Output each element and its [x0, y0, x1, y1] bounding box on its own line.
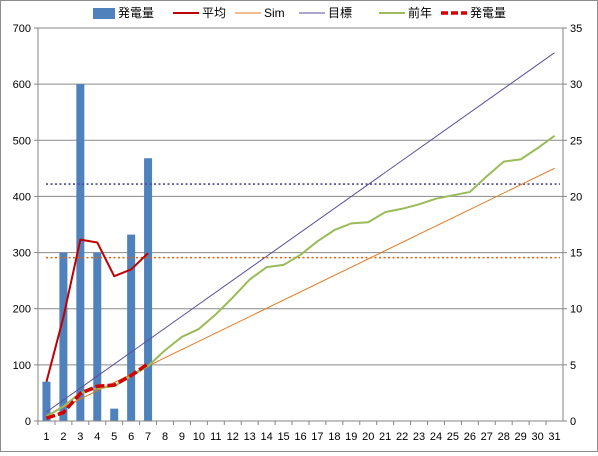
y-left-tick-label-0: 0	[25, 416, 31, 428]
legend-label-0: 発電量	[118, 6, 154, 20]
bar-2	[59, 252, 68, 421]
legend-label-5: 発電量	[470, 6, 506, 20]
x-tick-label-1: 2	[60, 431, 66, 443]
x-tick-label-18: 19	[345, 431, 357, 443]
x-tick-label-25: 26	[464, 431, 476, 443]
x-tick-label-4: 5	[111, 431, 117, 443]
y-right-tick-label-4: 20	[570, 191, 582, 203]
legend-label-4: 前年	[408, 5, 432, 20]
grid	[38, 27, 563, 366]
x-tick-label-17: 18	[328, 431, 340, 443]
y-left-tick-label-5: 500	[13, 135, 31, 147]
bar-6	[127, 234, 136, 421]
series-line-3	[46, 52, 555, 413]
y-right-tick-label-1: 5	[570, 360, 576, 372]
y-left-tick-label-7: 700	[13, 23, 31, 35]
bar-3	[76, 84, 85, 422]
x-tick-label-22: 23	[413, 431, 425, 443]
x-tick-label-30: 31	[548, 431, 560, 443]
legend-label-3: 目標	[328, 6, 352, 20]
x-tick-label-7: 8	[162, 431, 168, 443]
legend: 発電量 平均 Sim 目標 前年 発電量	[93, 5, 506, 20]
x-tick-label-3: 4	[94, 431, 100, 443]
x-tick-label-2: 3	[77, 431, 83, 443]
x-tick-label-24: 25	[447, 431, 459, 443]
x-tick-label-10: 11	[210, 431, 221, 443]
y-left-tick-label-2: 200	[13, 304, 31, 316]
x-tick-label-5: 6	[128, 431, 134, 443]
y-right-tick-label-3: 15	[570, 248, 582, 260]
x-tick-label-8: 9	[179, 431, 185, 443]
bars	[42, 84, 153, 422]
legend-label-2: Sim	[264, 6, 285, 20]
series-line-1	[45, 238, 149, 382]
x-tick-label-11: 12	[227, 431, 239, 443]
y-right-tick-label-0: 0	[570, 416, 576, 428]
bar-4	[93, 252, 102, 421]
legend-label-1: 平均	[202, 6, 226, 20]
bar-5	[110, 408, 119, 421]
lines	[45, 52, 556, 420]
y-left-tick-label-3: 300	[13, 248, 31, 260]
series-line-4	[45, 134, 556, 418]
y-left-tick-label-6: 600	[13, 79, 31, 91]
y-left-tick-label-1: 100	[13, 360, 31, 372]
x-tick-label-16: 17	[311, 431, 323, 443]
x-tick-label-19: 20	[362, 431, 374, 443]
y-right-tick-label-5: 25	[570, 135, 582, 147]
bar-1	[42, 381, 51, 421]
x-tick-label-27: 28	[498, 431, 510, 443]
y-right-tick-label-7: 35	[570, 23, 582, 35]
x-tick-label-9: 10	[193, 431, 205, 443]
bar-7	[144, 158, 153, 421]
legend-swatch-0	[93, 8, 115, 19]
x-tick-label-21: 22	[396, 431, 408, 443]
x-tick-label-20: 21	[379, 431, 391, 443]
x-tick-label-14: 15	[277, 431, 289, 443]
y-left-tick-label-4: 400	[13, 191, 31, 203]
x-tick-label-29: 30	[531, 431, 543, 443]
y-right-tick-label-2: 10	[570, 304, 582, 316]
x-tick-label-15: 16	[294, 431, 306, 443]
x-tick-label-28: 29	[515, 431, 527, 443]
x-tick-label-6: 7	[145, 431, 151, 443]
y-right-tick-label-6: 30	[570, 79, 582, 91]
x-tick-label-26: 27	[481, 431, 493, 443]
x-tick-label-13: 14	[261, 431, 273, 443]
x-tick-label-0: 1	[43, 431, 49, 443]
x-tick-label-23: 24	[430, 431, 442, 443]
series-line-5	[45, 362, 150, 420]
reference-lines	[46, 183, 560, 259]
x-tick-label-12: 13	[244, 431, 256, 443]
